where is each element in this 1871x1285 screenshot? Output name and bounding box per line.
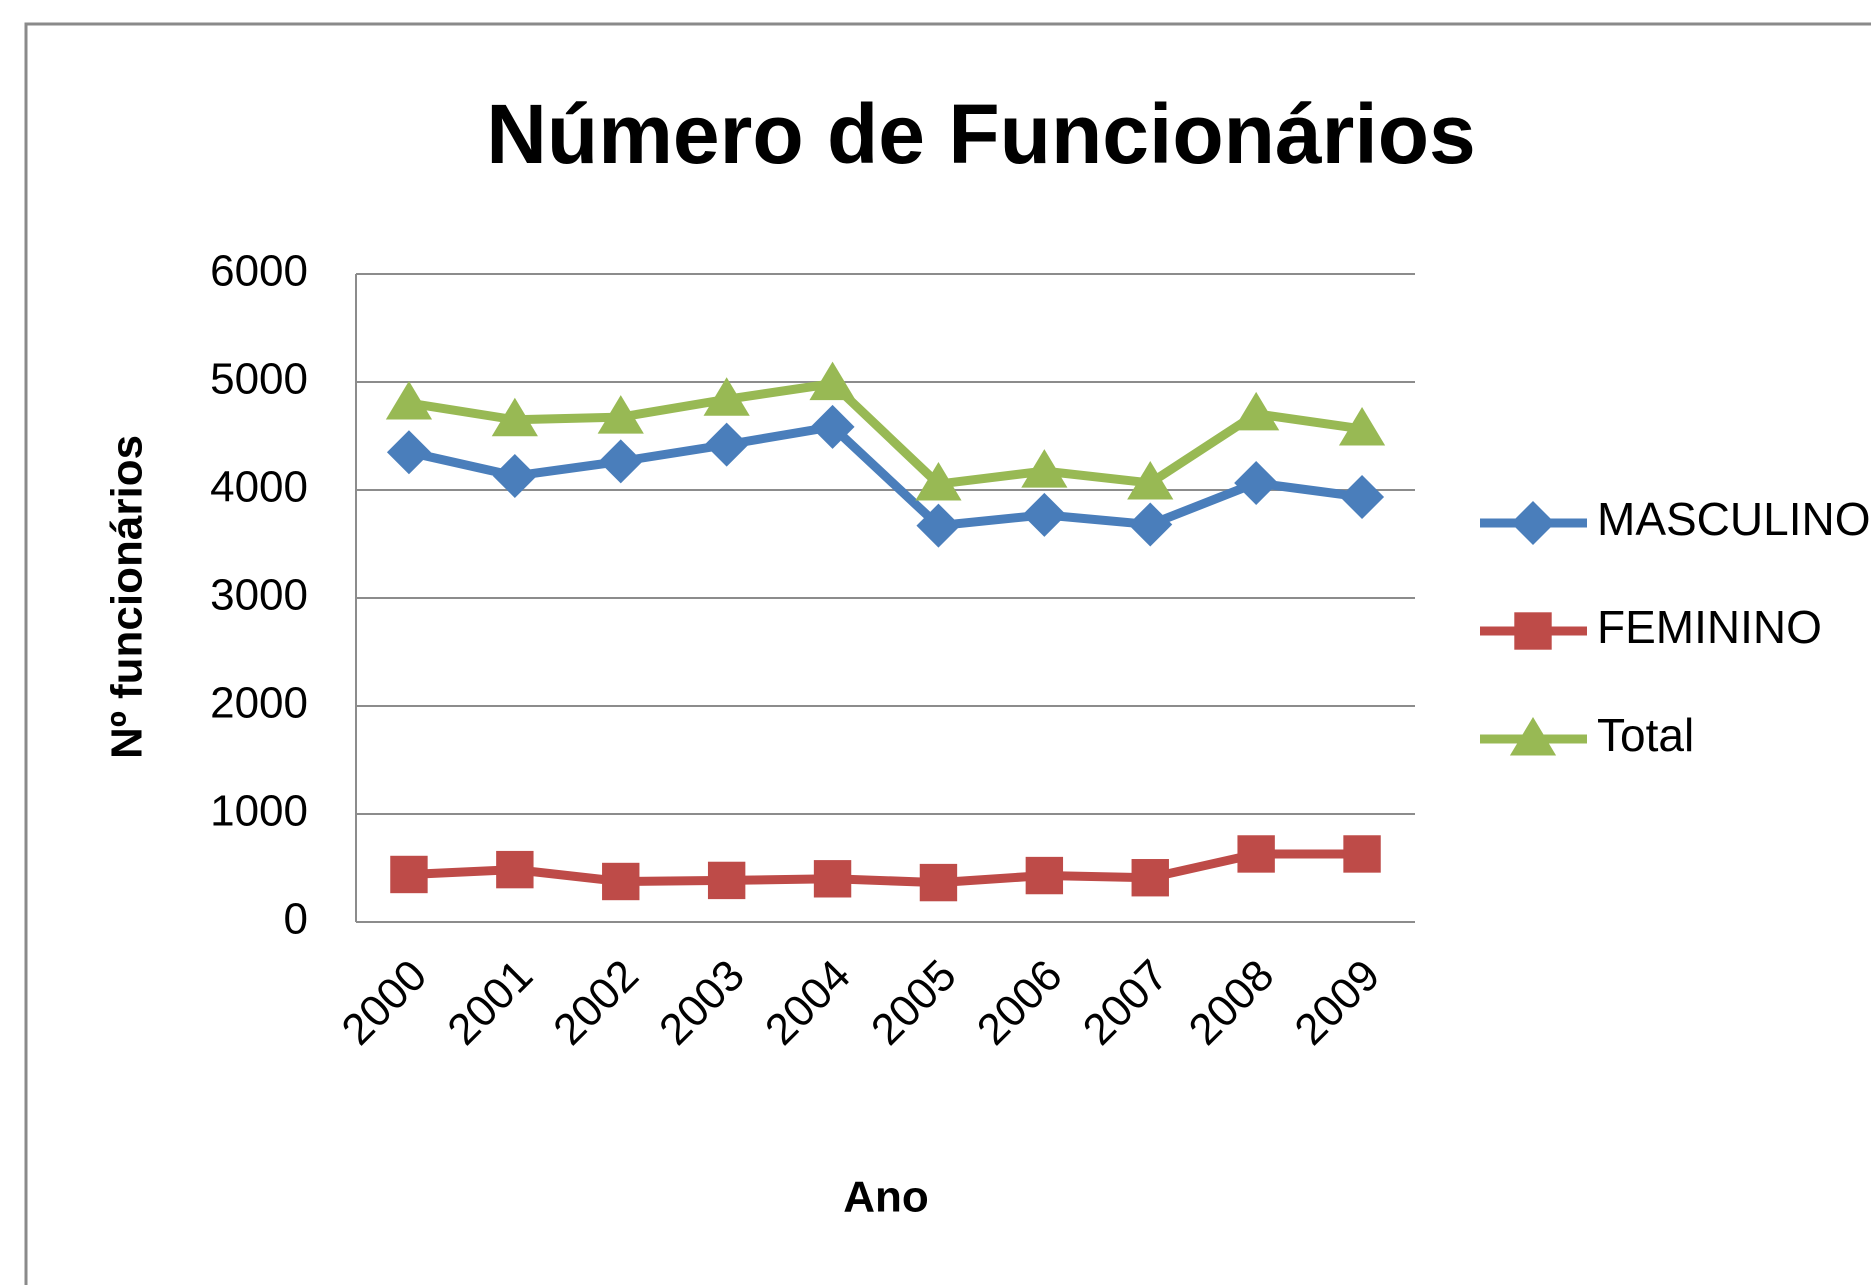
legend-label: Total: [1597, 709, 1694, 761]
legend-marker: [1511, 501, 1555, 545]
data-point: [703, 377, 750, 416]
data-point: [1022, 492, 1067, 537]
data-point: [1237, 835, 1275, 873]
data-point: [386, 430, 431, 475]
series-line: [408, 849, 1363, 888]
y-tick-label: 5000: [210, 355, 308, 404]
y-axis-label: Nº funcionários: [103, 435, 152, 759]
data-point: [704, 422, 749, 467]
y-tick-label: 1000: [210, 787, 308, 836]
y-tick-label: 2000: [210, 679, 308, 728]
legend-marker: [1509, 717, 1557, 756]
data-point: [1234, 460, 1279, 505]
x-axis-label: Ano: [843, 1173, 929, 1222]
data-point: [598, 439, 643, 484]
chart-title: Número de Funcionários: [486, 87, 1475, 181]
data-point: [809, 361, 856, 401]
data-point: [919, 863, 958, 902]
data-point: [602, 862, 640, 901]
data-point: [810, 404, 855, 449]
data-point: [1021, 449, 1068, 488]
y-tick-label: 4000: [210, 463, 308, 512]
chart-frame: [24, 22, 1871, 1285]
y-tick-label: 3000: [210, 571, 308, 620]
data-point: [496, 850, 534, 889]
data-point: [492, 453, 537, 498]
data-point: [390, 855, 428, 894]
data-point: [915, 462, 962, 501]
data-point: [1131, 859, 1169, 897]
data-point: [813, 860, 852, 898]
data-point: [1233, 391, 1280, 431]
data-point: [1340, 475, 1385, 520]
series-line: [408, 379, 1363, 489]
y-tick-label: 0: [284, 895, 308, 944]
data-point: [1343, 835, 1381, 873]
y-tick-label: 6000: [210, 247, 308, 296]
data-point: [1025, 856, 1064, 895]
legend-label: FEMININO: [1597, 601, 1822, 653]
data-point: [385, 381, 433, 420]
data-point: [1128, 502, 1173, 547]
legend-label: MASCULINO: [1597, 493, 1870, 545]
data-point: [916, 503, 961, 548]
legend-marker: [1514, 612, 1552, 650]
data-point: [597, 395, 644, 434]
data-point: [491, 397, 538, 437]
data-point: [1338, 406, 1386, 446]
data-point: [707, 861, 746, 900]
series-line: [407, 422, 1363, 531]
data-point: [1127, 460, 1174, 500]
